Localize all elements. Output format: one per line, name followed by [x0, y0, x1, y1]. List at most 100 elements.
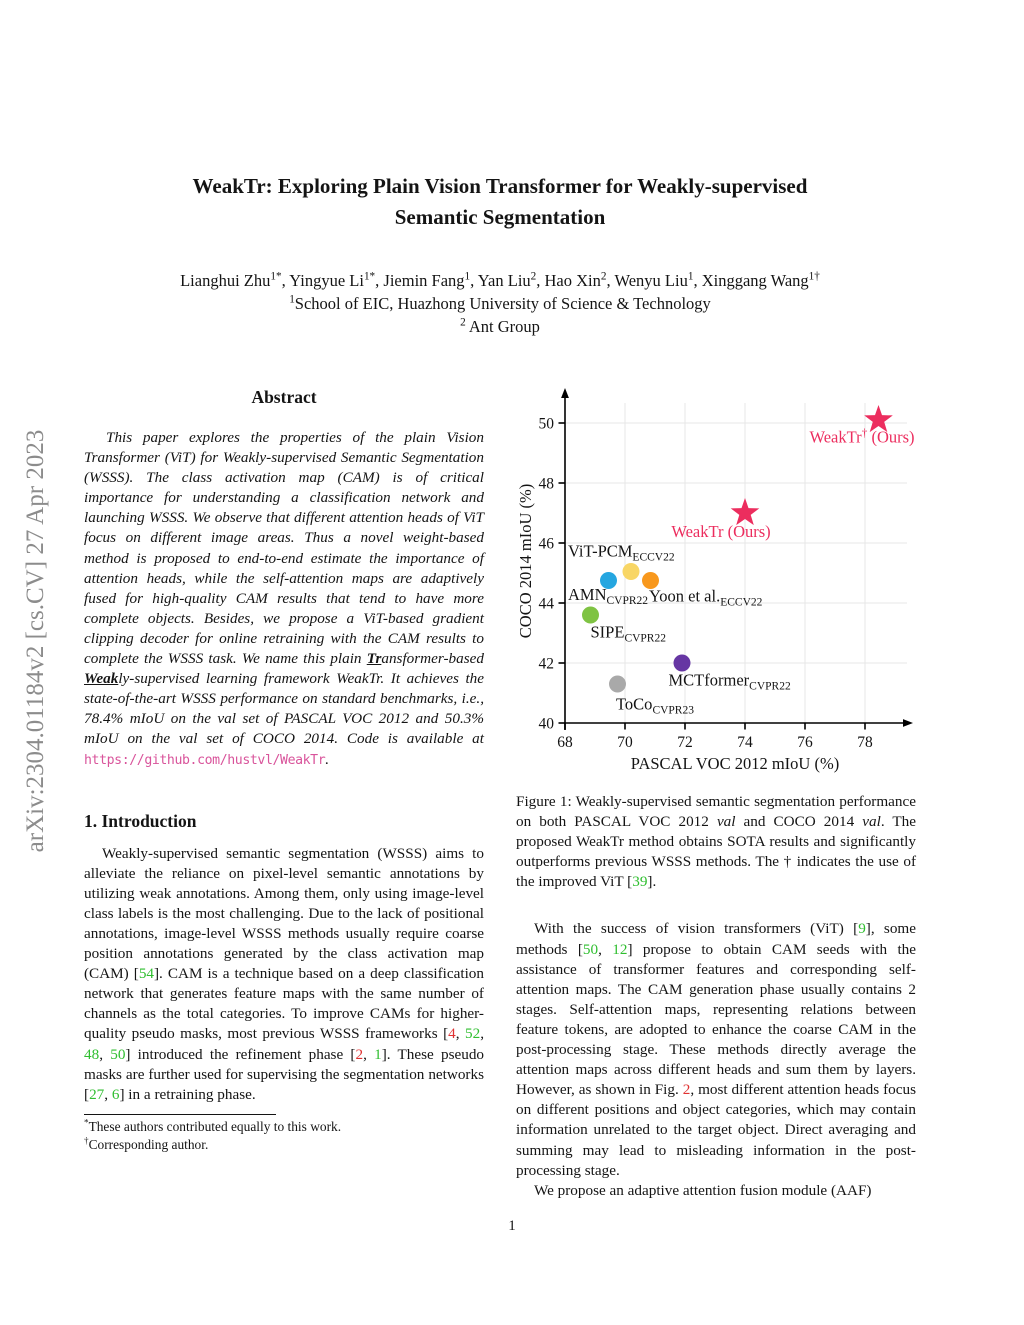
data-point-AMN	[600, 572, 617, 589]
body-paragraph-aaf: We propose an adaptive attention fusion …	[516, 1181, 916, 1201]
text-segment: , Jiemin Fang	[375, 271, 465, 290]
citation-link[interactable]: 1	[374, 1045, 382, 1063]
text-segment: ] introduced the refinement phase [	[125, 1045, 356, 1063]
citation-link[interactable]: 48	[84, 1045, 100, 1063]
text-segment: These authors contributed equally to thi…	[88, 1118, 342, 1134]
citation-link[interactable]: 39	[632, 873, 648, 891]
data-point-Yoon et al.	[642, 572, 659, 589]
authors-line: Lianghui Zhu1*, Yingyue Li1*, Jiemin Fan…	[64, 269, 936, 292]
text-segment: ,	[455, 1025, 466, 1043]
text-segment: We propose an adaptive attention fusion …	[534, 1181, 872, 1199]
text-segment: 1	[289, 293, 295, 306]
text-segment: Lianghui Zhu	[180, 271, 271, 290]
text-segment: This paper explores the properties of th…	[84, 429, 484, 668]
text-segment: ,	[598, 940, 613, 958]
y-axis-title: COCO 2014 mIoU (%)	[516, 484, 535, 638]
x-tick-label: 76	[797, 734, 813, 751]
y-tick-label: 40	[539, 716, 555, 733]
text-segment: ly-supervised learning framework WeakTr.…	[84, 670, 484, 748]
citation-link[interactable]: 9	[858, 920, 866, 938]
text-segment: , most different attention heads focus o…	[516, 1081, 916, 1179]
y-tick-label: 46	[539, 536, 555, 553]
data-point-star-WeakTr	[730, 498, 760, 526]
citation-link[interactable]: 4	[448, 1025, 456, 1043]
text-segment: Weakly-supervised semantic segmentation …	[84, 844, 484, 983]
x-tick-label: 72	[677, 734, 693, 751]
code-url-link[interactable]: https://github.com/hustvl/WeakTr	[84, 752, 326, 768]
text-segment: ansformer-based	[381, 650, 484, 668]
point-label-MCTformer: MCTformerCVPR22	[669, 671, 791, 693]
text-segment: val	[716, 813, 736, 831]
text-segment: ]. These pseudo masks are further used f…	[84, 1045, 485, 1103]
point-label-SIPE: SIPECVPR22	[591, 623, 667, 645]
point-label-ViT-PCM: ViT-PCMECCV22	[568, 542, 675, 564]
citation-link[interactable]: 2	[682, 1081, 691, 1099]
x-axis-arrow-icon	[903, 719, 913, 727]
text-segment: School of EIC, Huazhong University of Sc…	[294, 294, 711, 313]
text-segment: Ant Group	[465, 317, 540, 336]
figure1-caption: Figure 1: Weakly-supervised semantic seg…	[516, 792, 916, 892]
citation-link[interactable]: 54	[138, 965, 154, 983]
text-segment: ], some methods [	[516, 920, 916, 958]
citation-link[interactable]: 6	[111, 1085, 120, 1103]
x-tick-label: 74	[737, 734, 753, 751]
text-segment: , Hao Xin	[536, 271, 601, 290]
text-segment: With the success of vision transformers …	[534, 920, 859, 938]
abstract-heading: Abstract	[251, 387, 317, 407]
y-tick-label: 48	[539, 476, 555, 493]
text-segment: ,	[99, 1045, 111, 1063]
citation-link[interactable]: 50	[582, 940, 599, 958]
x-tick-label: 70	[617, 734, 633, 751]
data-point-SIPE	[582, 606, 599, 624]
text-segment: 1	[687, 270, 694, 283]
abstract-text: This paper explores the properties of th…	[84, 428, 484, 771]
text-segment: *	[84, 1117, 89, 1128]
footnote-rule	[84, 1113, 276, 1115]
text-segment: ] in a retraining phase.	[119, 1085, 256, 1103]
introduction-paragraph: Weakly-supervised semantic segmentation …	[84, 844, 484, 1105]
text-segment: , Yan Liu	[470, 271, 531, 290]
citation-link[interactable]: 50	[110, 1045, 126, 1063]
text-segment: ,	[480, 1025, 484, 1043]
text-segment: .	[325, 750, 330, 768]
text-segment: Tr	[366, 650, 382, 668]
y-tick-label: 44	[539, 596, 555, 613]
text-segment: val	[862, 813, 881, 831]
figure1-scatter-chart: 68 70 72 74 76 78 40 42 44 46 48 50 PASCAL VOC 2012 …	[516, 388, 915, 773]
page-number: 1	[508, 1218, 516, 1234]
text-segment: Weak	[84, 670, 119, 688]
affiliation-line1: 1School of EIC, Huazhong University of S…	[64, 292, 936, 315]
citation-link[interactable]: 12	[612, 940, 628, 958]
text-segment: 1	[464, 270, 471, 283]
data-point-MCTformer	[673, 654, 691, 672]
text-segment: 2	[530, 270, 537, 283]
point-label-AMN: AMNCVPR22	[568, 585, 648, 607]
y-tick-label: 42	[539, 656, 555, 673]
text-segment: . The proposed WeakTr method obtains SOT…	[516, 813, 917, 891]
text-segment: ,	[363, 1045, 375, 1063]
left-column: Abstract This paper explores the propert…	[84, 385, 484, 1154]
text-segment: 1*	[363, 270, 376, 283]
citation-link[interactable]: 2	[355, 1045, 364, 1063]
point-label-WeakTr: WeakTr (Ours)	[671, 522, 770, 541]
text-segment: ,	[104, 1085, 112, 1103]
paper-title-line1: WeakTr: Exploring Plain Vision Transform…	[192, 174, 808, 198]
text-segment: Corresponding author.	[88, 1136, 209, 1152]
citation-link[interactable]: 27	[89, 1085, 105, 1103]
text-segment: ].	[647, 873, 657, 891]
text-segment: and COCO 2014	[735, 813, 863, 831]
arxiv-watermark: arXiv:2304.01184v2 [cs.CV] 27 Apr 2023	[22, 429, 49, 853]
author-block: Lianghui Zhu1*, Yingyue Li1*, Jiemin Fan…	[64, 269, 936, 338]
y-tick-label: 50	[539, 416, 555, 433]
y-axis-arrow-icon	[561, 388, 569, 398]
right-column: 68 70 72 74 76 78 40 42 44 46 48 50 PASCAL VOC 2012 …	[516, 385, 916, 1201]
footnote-equal-contribution: *These authors contributed equally to th…	[84, 1118, 484, 1136]
section-heading-introduction: 1. Introduction	[84, 810, 197, 831]
point-label-ToCo: ToCoCVPR23	[616, 695, 694, 717]
paper-title: WeakTr: Exploring Plain Vision Transform…	[84, 171, 916, 233]
x-axis-title: PASCAL VOC 2012 mIoU (%)	[631, 754, 839, 773]
text-segment: 2	[600, 270, 607, 283]
footnote-corresponding-author: †Corresponding author.	[84, 1136, 484, 1154]
citation-link[interactable]: 52	[465, 1025, 481, 1043]
